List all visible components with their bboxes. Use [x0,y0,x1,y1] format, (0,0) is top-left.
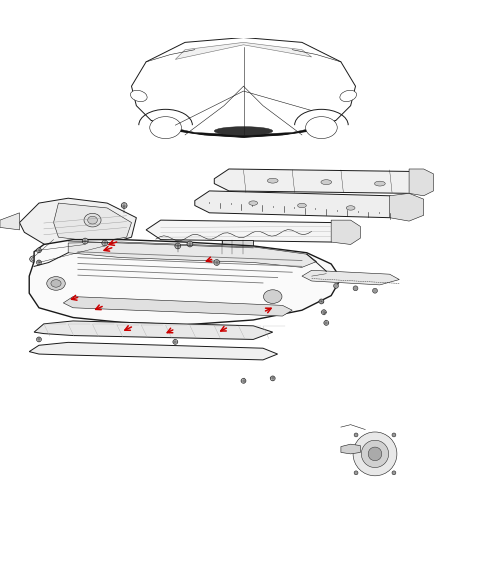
Circle shape [241,378,246,383]
Polygon shape [29,342,278,360]
Circle shape [37,260,41,265]
Ellipse shape [214,126,273,135]
Ellipse shape [263,290,282,303]
Circle shape [354,433,358,437]
Ellipse shape [30,256,38,262]
Circle shape [175,243,181,249]
Circle shape [354,471,358,475]
Polygon shape [175,42,312,60]
Circle shape [368,447,382,461]
Ellipse shape [32,257,37,261]
Polygon shape [34,321,273,339]
Polygon shape [146,220,351,242]
Polygon shape [409,169,433,196]
Ellipse shape [88,216,97,224]
Circle shape [214,260,220,265]
Circle shape [353,286,358,291]
Ellipse shape [298,203,306,208]
Circle shape [392,433,396,437]
Ellipse shape [131,90,147,102]
Polygon shape [63,297,292,316]
Ellipse shape [249,201,258,205]
Polygon shape [19,198,136,247]
Ellipse shape [150,117,182,139]
Ellipse shape [340,90,356,102]
Circle shape [361,440,389,468]
Polygon shape [29,239,341,325]
Ellipse shape [84,214,101,227]
Circle shape [121,202,127,209]
Ellipse shape [375,181,385,186]
Polygon shape [302,270,399,285]
Circle shape [187,241,193,247]
Ellipse shape [321,180,332,184]
Circle shape [173,339,178,345]
Circle shape [270,376,275,381]
Circle shape [373,288,377,293]
Polygon shape [341,444,360,454]
Circle shape [319,299,324,304]
Polygon shape [54,203,131,242]
FancyBboxPatch shape [222,239,253,254]
Polygon shape [131,38,356,137]
Polygon shape [151,120,336,137]
Polygon shape [68,242,317,268]
Circle shape [353,432,397,476]
Polygon shape [195,191,404,217]
Polygon shape [214,169,424,193]
Ellipse shape [306,117,337,139]
Circle shape [392,471,396,475]
Circle shape [122,203,127,208]
Circle shape [334,283,338,288]
Circle shape [102,240,108,246]
Circle shape [37,248,41,253]
Ellipse shape [47,277,65,290]
Polygon shape [331,220,360,244]
Circle shape [175,243,180,248]
Circle shape [324,320,329,325]
Circle shape [82,238,88,244]
Ellipse shape [346,206,355,210]
Polygon shape [0,213,19,230]
Circle shape [37,337,41,342]
Polygon shape [390,193,424,221]
Circle shape [321,310,326,315]
Ellipse shape [267,178,278,183]
Ellipse shape [51,280,61,287]
